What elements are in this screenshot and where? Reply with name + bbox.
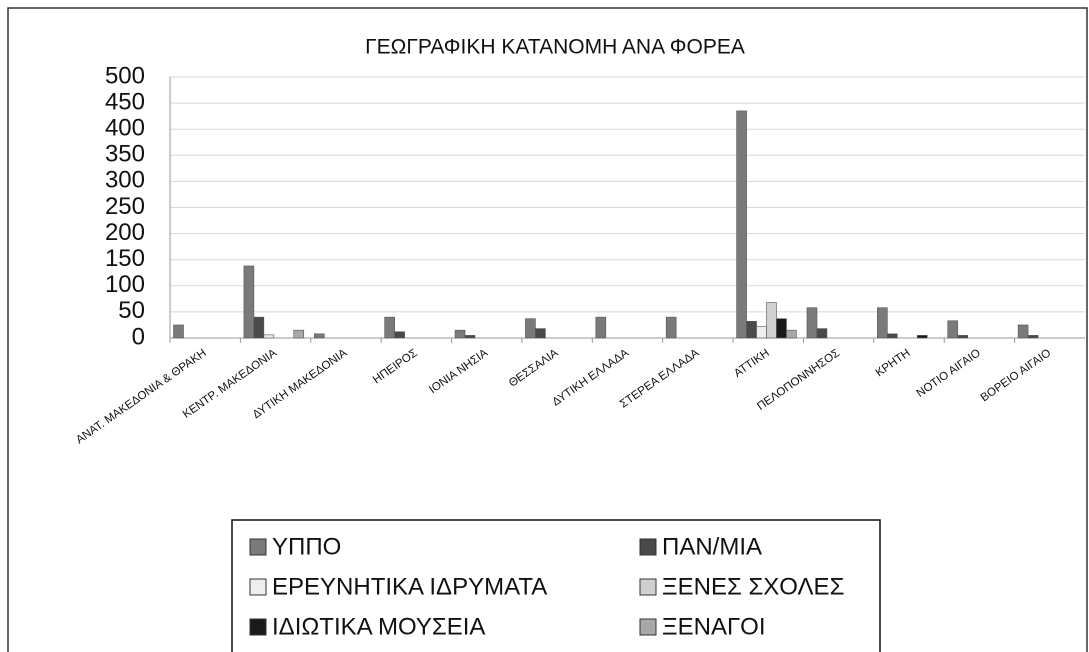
bar (786, 329, 797, 339)
bar (947, 320, 959, 339)
bar (394, 331, 405, 339)
bar (736, 110, 747, 339)
legend-swatch (249, 618, 267, 636)
bar (535, 328, 546, 339)
legend-label: ΥΠΠΟ (272, 533, 341, 560)
legend-swatch (639, 618, 657, 636)
legend-swatch (249, 538, 267, 556)
legend-label: ΠΑΝ/ΜΙΑ (662, 533, 762, 560)
legend-label: ΕΡΕΥΝΗΤΙΚΑ ΙΔΡΥΜΑΤΑ (272, 573, 547, 600)
y-tick-label: 350 (105, 141, 145, 168)
bar (454, 329, 466, 339)
y-tick-label: 300 (105, 167, 145, 194)
bar (816, 328, 828, 339)
y-tick-label: 500 (105, 62, 145, 89)
bar (263, 334, 275, 339)
bar (525, 318, 536, 339)
x-tick-label: ΙΟΝΙΑ ΝΗΣΙΑ (427, 347, 490, 396)
bar (957, 335, 968, 339)
y-tick-label: 450 (105, 88, 145, 115)
x-tick-label: ΑΤΤΙΚΗ (732, 347, 772, 380)
y-tick-label: 200 (105, 219, 145, 246)
x-tick-label: ΘΕΣΣΑΛΙΑ (507, 347, 561, 390)
bar (877, 307, 888, 339)
x-tick-label: ΝΟΤΙΟ ΑΙΓΑΙΟ (915, 347, 983, 400)
bar (464, 335, 476, 339)
chart-title: ΓΕΩΓΡΑΦΙΚΗ ΚΑΤΑΝΟΜΗ ΑΝΑ ΦΟΡΕΑ (365, 36, 745, 59)
bar (776, 318, 787, 339)
bar (313, 333, 325, 339)
bar (806, 307, 818, 339)
bar (1027, 335, 1039, 339)
bar (746, 320, 757, 339)
x-tick-label: ΑΝΑΤ. ΜΑΚΕΔΟΝΙΑ & ΘΡΑΚΗ (74, 347, 209, 446)
legend-swatch (639, 578, 657, 596)
bar (916, 335, 928, 339)
legend-label: ΞΕΝΕΣ ΣΧΟΛΕΣ (662, 573, 844, 600)
bar (293, 329, 305, 339)
bar (243, 265, 255, 339)
bar (253, 316, 265, 339)
bar (766, 302, 777, 339)
legend-swatch (639, 538, 657, 556)
y-tick-label: 0 (132, 323, 145, 350)
x-tick-label: ΚΡΗΤΗ (874, 347, 913, 379)
legend-label: ΙΔΙΩΤΙΚΑ ΜΟΥΣΕΙΑ (272, 613, 485, 640)
legend-swatch (249, 578, 267, 596)
bar (665, 316, 677, 339)
y-tick-label: 250 (105, 193, 145, 220)
legend-label: ΞΕΝΑΓΟΙ (662, 613, 766, 640)
bar (173, 324, 184, 339)
y-tick-label: 400 (105, 115, 145, 142)
y-tick-label: 100 (105, 271, 145, 298)
x-tick-label: ΗΠΕΙΡΟΣ (371, 347, 420, 386)
x-tick-label: ΒΟΡΕΙΟ ΑΙΓΑΙΟ (979, 347, 1054, 404)
y-tick-label: 50 (118, 297, 145, 324)
bar (756, 326, 767, 339)
bar (1017, 324, 1029, 339)
bar (887, 333, 898, 339)
bar (384, 316, 395, 339)
chart-border (7, 7, 1088, 652)
y-tick-label: 150 (105, 245, 145, 272)
bar (595, 316, 607, 339)
legend-box (231, 519, 881, 652)
